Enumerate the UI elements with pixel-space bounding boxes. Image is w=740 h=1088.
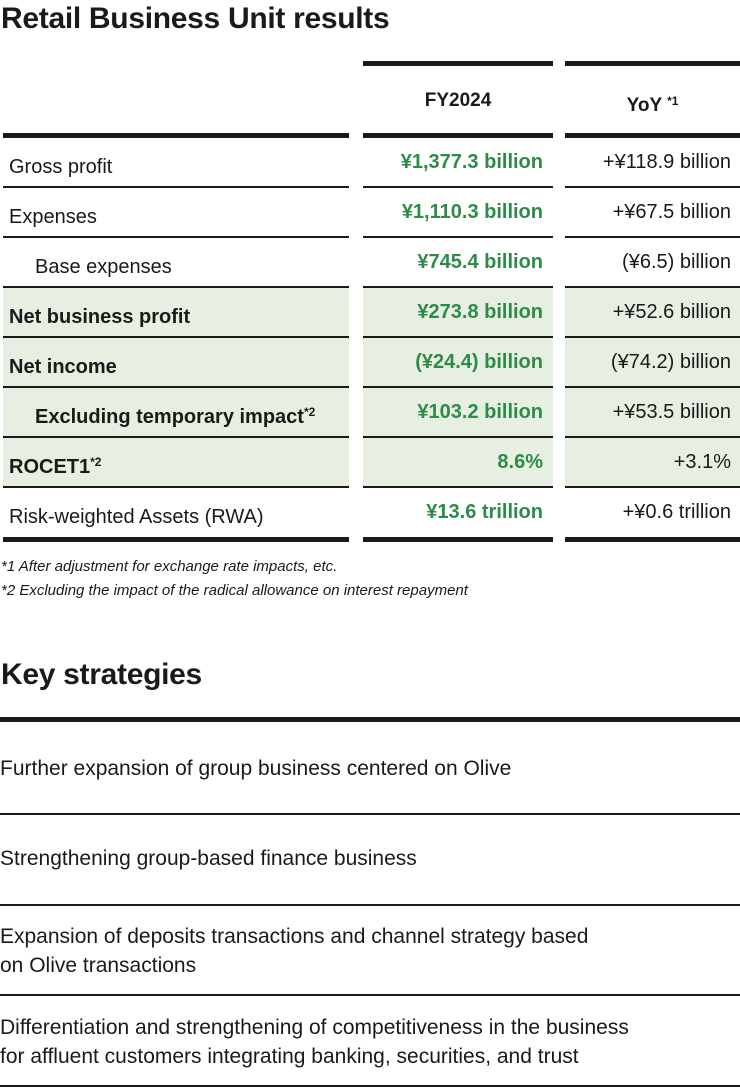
- row-divider: [3, 236, 349, 238]
- fy2024-value: ¥273.8 billion: [363, 288, 553, 337]
- yoy-value: +¥52.6 billion: [565, 288, 740, 337]
- row-label-note: *2: [303, 405, 316, 419]
- fy2024-value: 8.6%: [363, 438, 553, 487]
- fy-column-header-rule: [363, 133, 553, 138]
- label-column-bottom-rule: [3, 537, 349, 542]
- table-row: Risk-weighted Assets (RWA) ¥13.6 trillion…: [0, 488, 740, 538]
- row-label-note: *2: [90, 455, 102, 469]
- row-divider: [3, 186, 349, 188]
- results-title: Retail Business Unit results: [1, 2, 390, 35]
- row-divider: [565, 236, 740, 238]
- row-label: Gross profit: [9, 156, 113, 178]
- row-divider: [363, 286, 553, 288]
- fy2024-value: ¥745.4 billion: [417, 251, 543, 273]
- fy-column-bottom-rule: [363, 537, 553, 542]
- row-label: Risk-weighted Assets (RWA): [9, 506, 264, 528]
- row-label: Net business profit: [3, 288, 349, 337]
- strategy-divider: [0, 1085, 740, 1087]
- strategy-item: Strengthening group-based finance busine…: [0, 847, 417, 870]
- footnote-1: *1 After adjustment for exchange rate im…: [1, 558, 338, 575]
- row-divider: [363, 436, 553, 438]
- row-divider: [565, 386, 740, 388]
- row-divider: [3, 486, 349, 488]
- row-label: Base expenses: [35, 256, 172, 278]
- strategy-divider: [0, 904, 740, 906]
- yoy-value: (¥74.2) billion: [565, 338, 740, 387]
- row-label: Excluding temporary impact*2: [3, 388, 349, 437]
- strategy-item: Differentiation and strengthening of com…: [0, 1016, 629, 1068]
- fy2024-value: (¥24.4) billion: [363, 338, 553, 387]
- yoy-value: +¥0.6 trillion: [622, 501, 731, 523]
- table-row: Net business profit ¥273.8 billion +¥52.6 …: [0, 288, 740, 338]
- table-row: Excluding temporary impact*2 ¥103.2 billi…: [0, 388, 740, 438]
- column-header-fy: FY2024: [424, 90, 492, 111]
- label-column-header-rule: [3, 133, 349, 138]
- row-divider: [565, 436, 740, 438]
- yoy-value: (¥6.5) billion: [622, 251, 731, 273]
- row-divider: [363, 186, 553, 188]
- row-divider: [3, 436, 349, 438]
- strategy-divider: [0, 813, 740, 815]
- table-row: ROCET1*2 8.6% +3.1%: [0, 438, 740, 488]
- row-divider: [565, 336, 740, 338]
- row-label: Net income: [3, 338, 349, 387]
- fy2024-value: ¥103.2 billion: [363, 388, 553, 437]
- fy2024-value: ¥1,377.3 billion: [400, 151, 543, 173]
- row-divider: [363, 386, 553, 388]
- row-divider: [3, 336, 349, 338]
- yoy-value: +¥53.5 billion: [565, 388, 740, 437]
- row-divider: [3, 386, 349, 388]
- strategies-title: Key strategies: [1, 658, 202, 691]
- fy-column-top-rule: [363, 61, 553, 66]
- table-row: Expenses ¥1,110.3 billion +¥67.5 billion: [0, 188, 740, 238]
- yoy-column-top-rule: [565, 61, 740, 66]
- yoy-value: +3.1%: [565, 438, 740, 487]
- row-label: Expenses: [9, 206, 97, 228]
- table-row: Gross profit ¥1,377.3 billion +¥118.9 bill…: [0, 138, 740, 188]
- yoy-column-bottom-rule: [565, 537, 740, 542]
- row-divider: [363, 236, 553, 238]
- strategy-item: Expansion of deposits transactions and c…: [0, 925, 589, 977]
- footnote-2: *2 Excluding the impact of the radical a…: [1, 582, 468, 599]
- table-row: Net income (¥24.4) billion (¥74.2) billion: [0, 338, 740, 388]
- row-divider: [363, 486, 553, 488]
- row-divider: [565, 486, 740, 488]
- yoy-column-header-rule: [565, 133, 740, 138]
- yoy-value: +¥67.5 billion: [612, 201, 731, 223]
- row-divider: [565, 286, 740, 288]
- strategies-top-rule: [0, 717, 740, 722]
- row-divider: [3, 286, 349, 288]
- yoy-value: +¥118.9 billion: [602, 151, 731, 173]
- row-divider: [363, 336, 553, 338]
- row-label: ROCET1*2: [3, 438, 349, 487]
- strategy-divider: [0, 994, 740, 996]
- fy2024-value: ¥13.6 trillion: [426, 501, 543, 523]
- column-header-yoy: YoY *1: [626, 94, 679, 116]
- table-row: Base expenses ¥745.4 billion (¥6.5) billio…: [0, 238, 740, 288]
- row-divider: [565, 186, 740, 188]
- strategy-item: Further expansion of group business cent…: [0, 757, 512, 780]
- fy2024-value: ¥1,110.3 billion: [401, 201, 543, 223]
